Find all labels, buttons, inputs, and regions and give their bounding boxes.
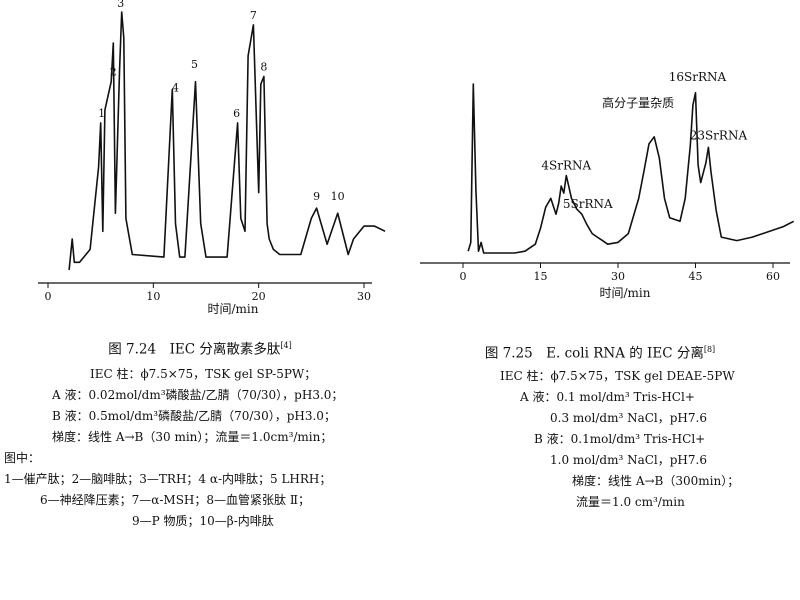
peak-label-9: 10	[331, 190, 345, 203]
peak-label-1: 5SrRNA	[563, 197, 613, 211]
x-tick-label-1: 15	[534, 270, 548, 283]
x-tick-label-1: 10	[146, 290, 160, 303]
x-tick-label-0: 0	[460, 270, 467, 283]
left-caption-line-7: 6—神经降压素；7—α-MSH；8—血管紧张肽 Ⅱ；	[40, 492, 311, 507]
left-caption-ref: [4]	[280, 341, 292, 350]
peak-label-4: 5	[191, 58, 198, 71]
right-caption-ref: [8]	[703, 345, 716, 354]
x-tick-label-0: 0	[45, 290, 52, 303]
left-caption-title-row: 图 7.24 IEC 分离散素多肽[4]	[0, 338, 400, 358]
chart-left: 时间/min 0 10 20 30 1 2 3 45 6 7 8 9 10	[38, 0, 386, 316]
peak-label-0: 1	[98, 107, 105, 120]
peak-label-3: 4	[172, 82, 179, 95]
x-tick-label-3: 30	[357, 290, 371, 303]
chart-left-xlabel: 时间/min	[208, 302, 259, 316]
peak-label-0: 4SrRNA	[541, 159, 591, 173]
x-tick-label-3: 45	[689, 270, 703, 283]
x-tick-label-4: 60	[766, 270, 780, 283]
left-caption-line-2: A 液：0.02mol/dm³磷酸盐/乙腈（70/30），pH3.0；	[52, 387, 344, 402]
peak-label-5: 6	[233, 107, 240, 120]
chart-right-trace-0	[467, 83, 795, 254]
peak-label-3: 16SrRNA	[669, 70, 727, 84]
right-caption-title: 图 7.25 E. coli RNA 的 IEC 分离	[484, 345, 704, 362]
x-tick-label-2: 20	[252, 290, 266, 303]
right-caption-title-row: 图 7.25 E. coli RNA 的 IEC 分离[8]	[400, 342, 800, 362]
peak-label-4: 23SrRNA	[690, 128, 748, 142]
peak-label-7: 8	[260, 61, 267, 74]
right-caption-line-7: 流量＝1.0 cm³/min	[576, 494, 685, 509]
peak-label-6: 7	[250, 9, 257, 22]
right-caption-line-4: B 液：0.1mol/dm³ Tris-HCl+	[534, 431, 706, 446]
left-caption: 图 7.24 IEC 分离散素多肽[4] IEC 柱：ϕ7.5×75，TSK g…	[0, 338, 400, 534]
peak-label-2: 3	[117, 0, 124, 10]
left-caption-line-6: 1—催产肽；2—脑啡肽；3—TRH；4 α-内啡肽；5 LHRH；	[4, 471, 332, 486]
right-caption-line-2: A 液：0.1 mol/dm³ Tris-HCl+	[520, 389, 695, 404]
right-caption-line-5: 1.0 mol/dm³ NaCl，pH7.6	[550, 452, 707, 467]
right-caption-line-6: 梯度：线性 A→B（300min）；	[572, 473, 740, 488]
chart-right-xlabel: 时间/min	[600, 286, 651, 300]
peak-label-2: 高分子量杂质	[602, 95, 674, 110]
chart-left-trace-0	[68, 11, 386, 271]
left-caption-line-8: 9—P 物质；10—β-内啡肽	[132, 513, 274, 528]
peak-label-1: 2	[110, 66, 117, 79]
left-caption-line-3: B 液：0.5mol/dm³磷酸盐/乙腈（70/30），pH3.0；	[52, 408, 336, 423]
left-caption-title: 图 7.24 IEC 分离散素多肽	[108, 341, 281, 358]
left-caption-line-5: 图中：	[4, 450, 41, 465]
right-caption: 图 7.25 E. coli RNA 的 IEC 分离[8] IEC 柱：ϕ7.…	[400, 342, 800, 515]
right-caption-line-1: IEC 柱：ϕ7.5×75，TSK gel DEAE-5PW	[500, 368, 735, 383]
x-tick-label-2: 30	[611, 270, 625, 283]
left-caption-line-4: 梯度：线性 A→B（30 min）；流量＝1.0cm³/min；	[52, 429, 333, 444]
right-caption-line-3: 0.3 mol/dm³ NaCl，pH7.6	[550, 410, 707, 425]
peak-label-8: 9	[313, 190, 320, 203]
chart-right: 时间/min 0 15 30 45 60 4SrRNA 5SrRNA 高分子量杂质 16SrRN…	[420, 70, 795, 300]
left-caption-line-1: IEC 柱：ϕ7.5×75，TSK gel SP-5PW；	[90, 366, 317, 381]
